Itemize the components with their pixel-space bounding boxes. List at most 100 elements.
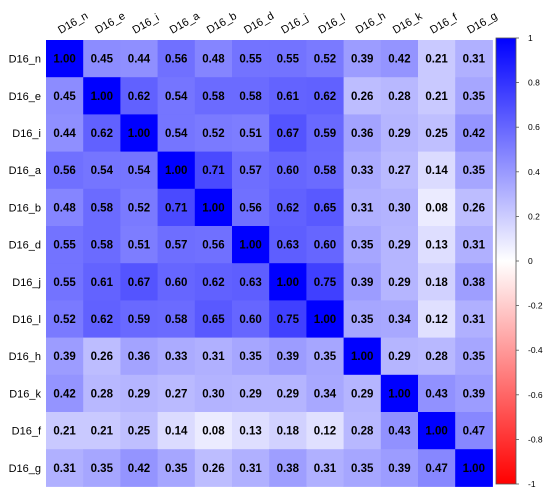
cell-value-label: 1.00 [239, 240, 261, 252]
cell-value-label: 0.61 [277, 91, 300, 103]
cell-value-label: 1.00 [425, 426, 447, 438]
heatmap-cell [120, 77, 159, 115]
heatmap-cell [343, 188, 382, 227]
heatmap-cell [306, 300, 345, 339]
heatmap-cell [343, 114, 382, 153]
cell-value-label: 0.71 [165, 202, 188, 214]
colorbar: 1 0.8 0.6 0.4 0.2 0 -0.2 -0.4 -0.6 -0.8 -1 [495, 33, 543, 489]
heatmap-cell [269, 114, 307, 153]
cell-value-label: 0.55 [277, 54, 300, 66]
cell-value-label: 0.51 [239, 128, 262, 140]
heatmap-cell [120, 374, 159, 413]
cell-value-label: 0.31 [202, 351, 225, 363]
cell-value-label: 0.27 [388, 165, 410, 177]
cell-value-label: 0.43 [425, 388, 447, 400]
heatmap-cell [46, 263, 84, 301]
heatmap-cell [46, 77, 84, 115]
cell-value-label: 0.33 [165, 351, 187, 363]
heatmap-cell [418, 300, 456, 339]
heatmap-cell [120, 40, 159, 78]
cell-value-label: 0.31 [463, 314, 486, 326]
column-label: D16_g [465, 10, 499, 37]
cell-value-label: 0.29 [388, 351, 410, 363]
cell-value-label: 0.29 [388, 128, 410, 140]
heatmap-cell [83, 151, 121, 190]
cell-value-label: 0.60 [277, 165, 299, 177]
cell-value-label: 1.00 [53, 54, 75, 66]
cell-value-label: 1.00 [314, 314, 336, 326]
cell-value-label: 0.45 [91, 54, 114, 66]
heatmap-cell [306, 77, 345, 115]
cell-value-label: 0.62 [91, 314, 113, 326]
heatmap-cell [380, 226, 419, 264]
cell-value-label: 0.18 [277, 426, 300, 438]
cell-value-label: 0.33 [351, 165, 373, 177]
row-label: D16_b [9, 202, 41, 214]
heatmap-cell [232, 40, 270, 78]
heatmap-cell [83, 263, 121, 301]
heatmap-cell [418, 188, 456, 227]
heatmap-cell [306, 449, 345, 487]
heatmap-cell [455, 412, 493, 450]
column-label: D16_i [131, 12, 162, 37]
cell-value-label: 0.42 [53, 388, 75, 400]
heatmap-cell [232, 412, 270, 450]
cell-value-label: 0.13 [239, 426, 261, 438]
colorbar-tick-label: 0 [528, 256, 533, 266]
row-label: D16_k [9, 388, 41, 400]
cell-value-label: 0.36 [128, 351, 150, 363]
cell-value-label: 0.57 [165, 240, 187, 252]
cell-value-label: 0.58 [165, 314, 188, 326]
row-label: D16_d [9, 240, 41, 252]
cell-value-label: 0.58 [314, 165, 337, 177]
heatmap-cell [46, 374, 84, 413]
cell-value-label: 0.35 [351, 314, 374, 326]
colorbar-tick-label: -0.2 [528, 301, 543, 311]
cell-value-label: 0.08 [425, 202, 448, 214]
cell-value-label: 0.27 [165, 388, 187, 400]
cell-value-label: 0.34 [314, 388, 337, 400]
cell-value-label: 0.48 [202, 54, 225, 66]
heatmap-cell [269, 337, 307, 376]
cell-value-label: 0.55 [53, 277, 76, 289]
heatmap-cell [157, 412, 196, 450]
cell-value-label: 1.00 [351, 351, 373, 363]
heatmap-cell [46, 337, 84, 376]
heatmap-cell [343, 300, 382, 339]
heatmap-cell [83, 374, 121, 413]
cell-value-label: 0.47 [463, 426, 485, 438]
cell-value-label: 0.39 [277, 351, 299, 363]
heatmap-cell [455, 40, 493, 78]
heatmap-cell [418, 114, 456, 153]
cell-value-label: 0.62 [91, 128, 113, 140]
column-labels: D16_n D16_e D16_i D16_a D16_b D16_d D16_j D16_l… [56, 10, 499, 37]
heatmap-cell [194, 374, 233, 413]
heatmap-cell [120, 151, 159, 190]
cell-value-label: 0.13 [425, 240, 447, 252]
heatmap-cell [194, 77, 233, 115]
cell-value-label: 0.52 [53, 314, 75, 326]
heatmap-cell [120, 114, 159, 153]
heatmap-cell [269, 188, 307, 227]
heatmap-cell [306, 337, 345, 376]
column-label: D16_n [56, 10, 90, 37]
cell-value-label: 0.18 [425, 277, 448, 289]
heatmap-cell [83, 40, 121, 78]
heatmap-cell [120, 226, 159, 264]
heatmap-cell [120, 337, 159, 376]
cell-value-label: 1.00 [165, 165, 187, 177]
cell-value-label: 0.29 [351, 388, 373, 400]
heatmap-cell [194, 114, 233, 153]
cell-value-label: 0.63 [277, 240, 299, 252]
heatmap-cell [46, 188, 84, 227]
heatmap-cell [232, 263, 270, 301]
heatmap-cell [157, 300, 196, 339]
row-labels: D16_n D16_e D16_i D16_a D16_b D16_d D16_j D16_l… [9, 54, 42, 475]
heatmap-cell [418, 449, 456, 487]
heatmap-cell [380, 300, 419, 339]
cell-value-label: 0.12 [425, 314, 447, 326]
cell-value-label: 0.35 [463, 165, 486, 177]
heatmap-cell [194, 226, 233, 264]
cell-value-label: 0.35 [463, 91, 486, 103]
cell-value-label: 0.25 [425, 128, 448, 140]
